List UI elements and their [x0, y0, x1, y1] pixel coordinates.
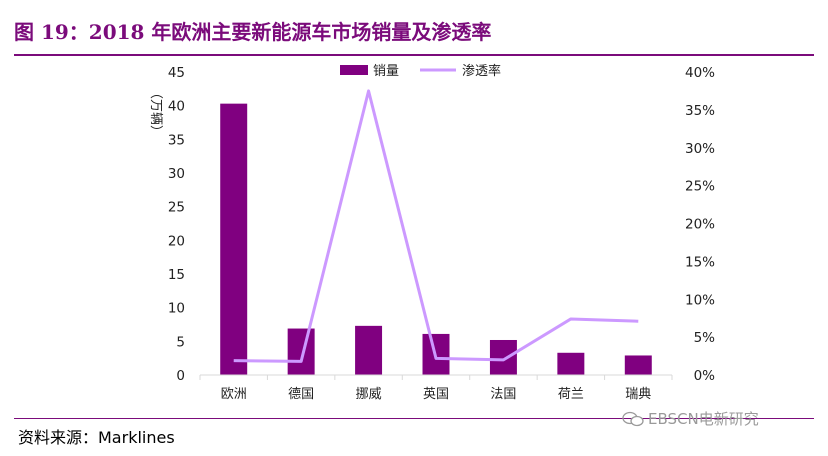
legend: 销量 渗透率 — [340, 63, 501, 79]
left-tick-label: 25 — [168, 200, 185, 216]
category-label: 德国 — [288, 387, 314, 402]
source-divider — [14, 418, 814, 419]
left-tick-label: 0 — [176, 368, 185, 384]
watermark-text: EBSCN电新研究 — [648, 410, 759, 428]
left-axis-ticks: 0 5 10 15 20 25 30 35 40 45 — [168, 65, 185, 384]
y-axis-label: （万辆） — [148, 86, 163, 138]
right-tick-label: 25% — [685, 179, 715, 195]
bar — [220, 103, 248, 375]
category-label: 瑞典 — [625, 387, 651, 402]
penetration-line — [233, 89, 639, 363]
title-divider — [14, 54, 814, 56]
left-tick-label: 35 — [168, 132, 185, 148]
chart-title: 图 19：2018 年欧洲主要新能源车市场销量及渗透率 — [14, 20, 492, 44]
left-tick-label: 15 — [168, 267, 185, 283]
right-tick-label: 30% — [685, 141, 715, 157]
wechat-icon — [622, 411, 644, 427]
category-label: 英国 — [423, 387, 449, 402]
bar — [287, 328, 315, 375]
left-tick-label: 30 — [168, 166, 185, 182]
bar — [355, 325, 383, 375]
source-note: 资料来源：Marklines — [18, 428, 175, 447]
category-label: 挪威 — [356, 387, 382, 402]
legend-label-sales: 销量 — [373, 64, 399, 79]
legend-swatch-sales — [340, 65, 368, 75]
category-label: 荷兰 — [558, 387, 584, 402]
left-tick-label: 40 — [168, 99, 185, 115]
watermark: EBSCN电新研究 — [622, 408, 759, 429]
line-series — [233, 89, 639, 363]
left-tick-label: 10 — [168, 301, 185, 317]
x-axis: 欧洲 德国 挪威 英国 法国 荷兰 瑞典 — [199, 374, 673, 402]
right-axis-ticks: 0% 5% 10% 15% 20% 25% 30% 35% 40% — [685, 65, 715, 384]
bar-series — [220, 103, 652, 375]
right-tick-label: 35% — [685, 103, 715, 119]
category-label: 欧洲 — [221, 387, 247, 402]
legend-label-penetration: 渗透率 — [462, 63, 501, 79]
category-label: 法国 — [490, 387, 516, 402]
right-tick-label: 0% — [694, 368, 716, 384]
left-tick-label: 45 — [168, 65, 185, 81]
left-tick-label: 5 — [176, 334, 185, 350]
bar — [624, 355, 652, 375]
right-tick-label: 40% — [685, 65, 715, 81]
right-tick-label: 15% — [685, 254, 715, 270]
bar — [557, 352, 585, 375]
bar — [489, 339, 517, 375]
right-tick-label: 5% — [694, 330, 716, 346]
right-tick-label: 20% — [685, 217, 715, 233]
left-tick-label: 20 — [168, 233, 185, 249]
right-tick-label: 10% — [685, 292, 715, 308]
